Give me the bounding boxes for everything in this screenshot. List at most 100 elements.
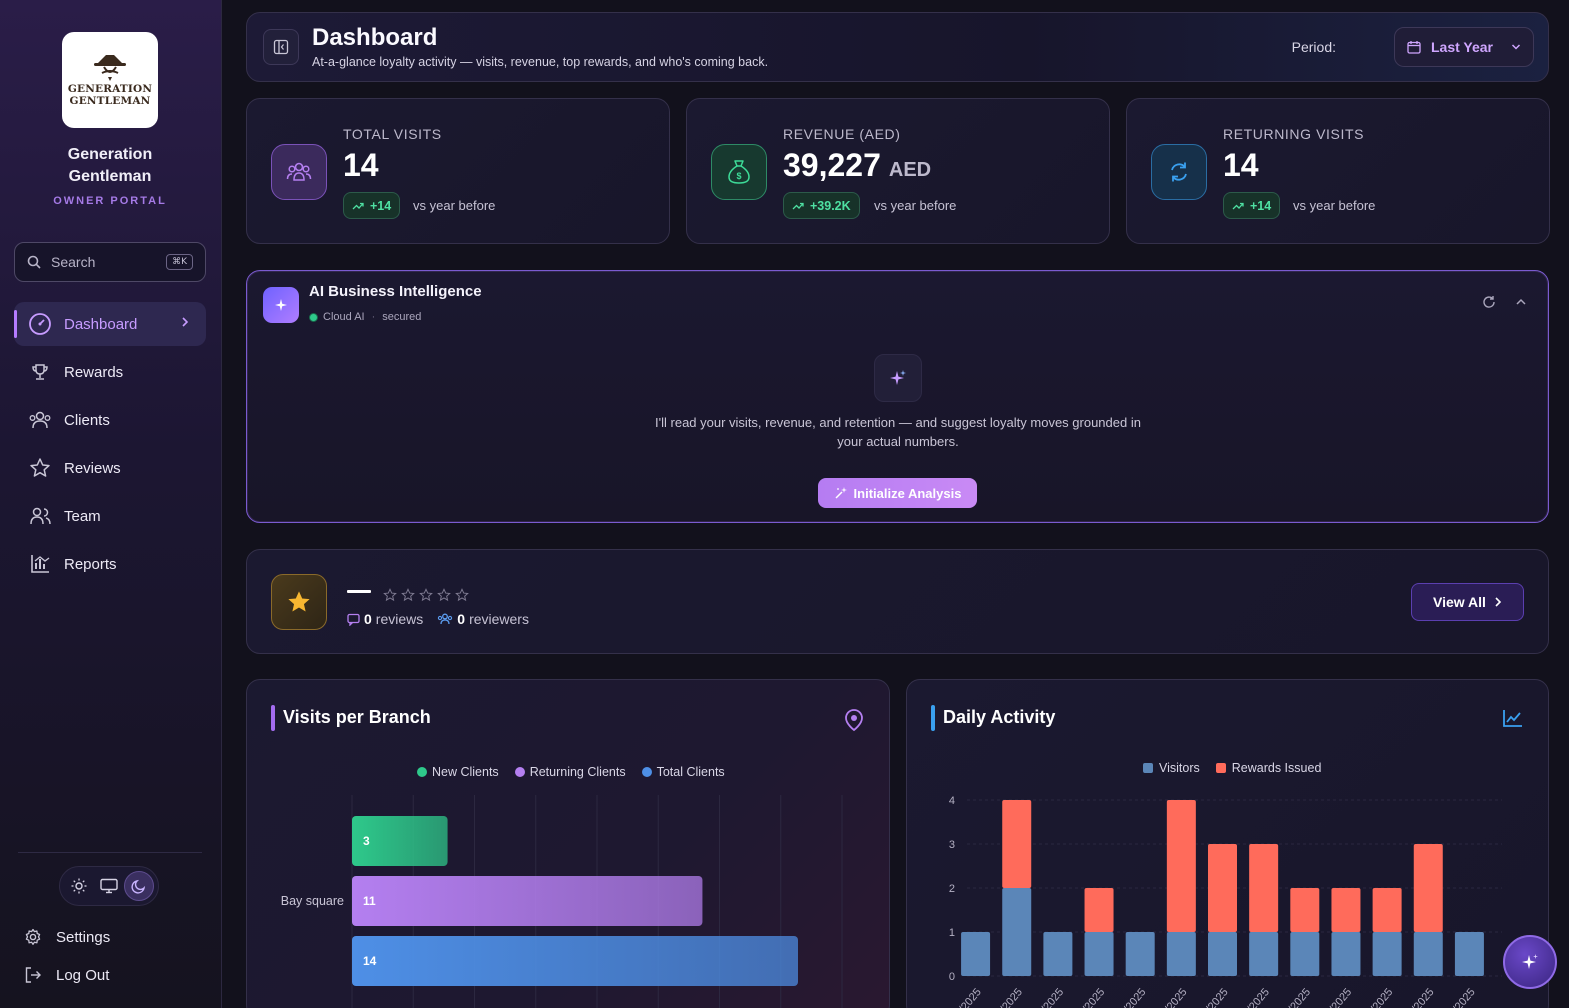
x-tick-label: /23/2025 — [1235, 986, 1272, 1008]
initialize-analysis-label: Initialize Analysis — [853, 485, 962, 501]
bar-visitors[interactable] — [1372, 932, 1402, 976]
page-subtitle: At-a-glance loyalty activity — visits, r… — [312, 55, 769, 69]
main-content: Dashboard At-a-glance loyalty activity —… — [222, 0, 1569, 1008]
bar-rewards-issued[interactable] — [1166, 800, 1196, 932]
chart-legend: New Clients Returning Clients Total Clie… — [417, 765, 725, 779]
trend-note: vs year before — [413, 198, 496, 213]
bar-visitors[interactable] — [1043, 932, 1073, 976]
period-value: Last Year — [1431, 39, 1494, 55]
sidebar-toggle-button[interactable] — [263, 29, 299, 65]
trending-up-icon — [352, 202, 364, 209]
gauge-icon — [28, 312, 52, 336]
bar-visitors[interactable] — [1331, 932, 1361, 976]
bar-rewards-issued[interactable] — [1331, 888, 1361, 932]
reviews-label: reviews — [375, 611, 424, 627]
monitor-icon — [100, 878, 118, 894]
bar-visitors[interactable] — [1084, 932, 1114, 976]
sidebar-item-reports[interactable]: Reports — [14, 542, 206, 586]
trend-badge: +14 — [1223, 192, 1281, 219]
trend-value: +39.2K — [810, 198, 851, 213]
ai-assistant-fab[interactable] — [1503, 935, 1557, 989]
sidebar-item-reviews[interactable]: Reviews — [14, 446, 206, 490]
logout-link[interactable]: Log Out — [24, 965, 109, 985]
brand-name: Generation Gentleman — [0, 144, 220, 188]
bar-rewards-issued[interactable] — [1413, 844, 1443, 932]
bar-rewards-issued[interactable] — [1002, 800, 1032, 888]
view-all-button[interactable]: View All — [1411, 583, 1524, 621]
stat-value: 39,227 AED — [783, 147, 931, 184]
x-tick-label: /10/2025 — [947, 986, 984, 1008]
users-icon — [28, 408, 52, 432]
bar-visitors[interactable] — [1002, 888, 1032, 976]
sidebar-item-dashboard[interactable]: Dashboard — [14, 302, 206, 346]
bar-label: 3 — [363, 834, 370, 848]
bar-visitors[interactable] — [961, 932, 991, 976]
gear-icon — [24, 927, 44, 947]
y-tick-label: 2 — [949, 883, 955, 895]
dark-theme-button[interactable] — [124, 871, 154, 901]
trending-up-icon — [1232, 202, 1244, 209]
period-label: Period: — [1291, 39, 1336, 55]
trending-up-icon — [792, 202, 804, 209]
sidebar-item-clients[interactable]: Clients — [14, 398, 206, 442]
ai-intelligence-panel: AI Business Intelligence Cloud AI · secu… — [246, 270, 1549, 523]
trend-value: +14 — [1250, 198, 1272, 213]
sun-icon — [71, 878, 87, 894]
bar-visitors[interactable] — [1454, 932, 1484, 976]
search-icon — [27, 255, 41, 269]
bar-visitors[interactable] — [1413, 932, 1443, 976]
bar-rewards-issued[interactable] — [1249, 844, 1279, 932]
bar-rewards-issued[interactable] — [1372, 888, 1402, 932]
x-tick-label: /19/2025 — [1441, 986, 1478, 1008]
sidebar: GENERATION GENTLEMAN Generation Gentlema… — [0, 0, 222, 1008]
x-tick-label: /15/2025 — [1153, 986, 1190, 1008]
portal-label: OWNER PORTAL — [53, 195, 167, 207]
stat-value: 14 — [1223, 147, 1259, 184]
bar-visitors[interactable] — [1208, 932, 1237, 976]
legend-swatch — [1143, 763, 1153, 773]
light-theme-button[interactable] — [64, 871, 94, 901]
bar-visitors[interactable] — [1125, 932, 1155, 976]
bar-rewards-issued[interactable] — [1084, 888, 1114, 932]
bar-visitors[interactable] — [1290, 932, 1320, 976]
search-input[interactable]: Search ⌘K — [14, 242, 206, 282]
magic-wand-icon — [835, 487, 847, 499]
system-theme-button[interactable] — [94, 871, 124, 901]
legend-label: Rewards Issued — [1231, 761, 1322, 775]
bar-visitors[interactable] — [1249, 932, 1279, 976]
sidebar-item-label: Rewards — [64, 363, 124, 381]
calendar-icon — [1407, 41, 1421, 54]
refresh-cycle-icon — [1151, 144, 1207, 200]
bar-label: 14 — [363, 954, 377, 968]
search-label: Search — [51, 254, 96, 270]
trend-badge: +39.2K — [783, 192, 860, 219]
refresh-icon[interactable] — [1482, 295, 1496, 309]
ai-title: AI Business Intelligence — [309, 283, 482, 300]
bar-returning-clients[interactable] — [352, 876, 703, 926]
x-tick-label: /16/2025 — [1194, 986, 1231, 1008]
bar-rewards-issued[interactable] — [1208, 844, 1237, 932]
chevron-up-icon[interactable] — [1514, 295, 1528, 309]
bar-total-clients[interactable] — [352, 936, 798, 986]
map-pin-icon — [843, 708, 865, 737]
legend-item-visitors: Visitors — [1143, 761, 1200, 775]
bar-visitors[interactable] — [1166, 932, 1196, 976]
bar-new-clients[interactable] — [352, 816, 448, 866]
stat-number: 14 — [343, 147, 379, 183]
title-accent — [271, 705, 275, 731]
trophy-icon — [28, 360, 52, 384]
initialize-analysis-button[interactable]: Initialize Analysis — [818, 478, 977, 508]
search-shortcut: ⌘K — [166, 254, 193, 270]
sidebar-item-rewards[interactable]: Rewards — [14, 350, 206, 394]
sparkle-icon — [1522, 954, 1538, 969]
sidebar-item-team[interactable]: Team — [14, 494, 206, 538]
reviews-summary-card: 0 reviews 0 reviewers View All — [246, 549, 1549, 654]
period-select[interactable]: Last Year — [1394, 27, 1534, 67]
ai-status: Cloud AI · secured — [309, 311, 421, 323]
bar-rewards-issued[interactable] — [1290, 888, 1320, 932]
ai-status-label: Cloud AI — [323, 311, 365, 323]
sidebar-panel-icon — [273, 39, 289, 55]
status-separator: · — [371, 311, 376, 323]
stat-card-returning-visits: RETURNING VISITS 14 +14 vs year before — [1126, 98, 1550, 244]
settings-link[interactable]: Settings — [24, 927, 110, 947]
